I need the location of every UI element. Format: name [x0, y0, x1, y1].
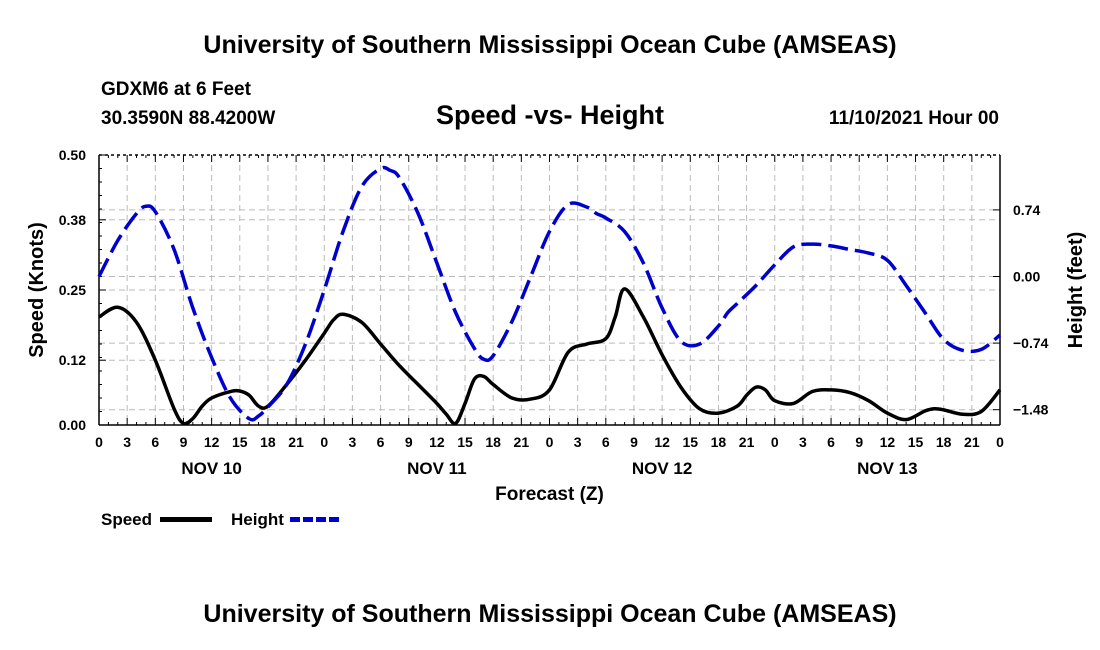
x-tick-label: 12: [204, 434, 220, 450]
y-tick-label-right: −0.74: [1013, 335, 1049, 351]
height-series-line: [97, 165, 1002, 422]
x-tick-label: 6: [827, 434, 835, 450]
y-tick-label-right: 0.00: [1013, 269, 1040, 285]
x-tick-label: 21: [964, 434, 980, 450]
x-tick-label: 21: [514, 434, 530, 450]
y-axis-title-right: Height (feet): [1065, 232, 1087, 349]
forecast-date: 11/10/2021 Hour 00: [828, 108, 999, 129]
x-tick-label: 15: [908, 434, 924, 450]
x-tick-label: 6: [602, 434, 610, 450]
x-tick-label: 0: [771, 434, 779, 450]
x-tick-label: 3: [574, 434, 582, 450]
speed-series-line: [98, 287, 1002, 426]
x-tick-label: 18: [260, 434, 276, 450]
x-tick-label: 3: [799, 434, 807, 450]
x-tick-label: 9: [630, 434, 638, 450]
legend-height-label: Height: [231, 510, 284, 529]
y-tick-label-right: 0.74: [1013, 202, 1040, 218]
x-axis-title: Forecast (Z): [495, 484, 604, 505]
station-name: GDXM6 at 6 Feet: [101, 79, 251, 100]
x-tick-label: 18: [711, 434, 727, 450]
x-tick-label: 15: [232, 434, 248, 450]
x-tick-label: 3: [349, 434, 357, 450]
y-tick-label-left: 0.00: [59, 417, 86, 433]
day-label: NOV 11: [407, 459, 467, 478]
y-axis-title-left: Speed (Knots): [26, 222, 48, 358]
y-tick-label-left: 0.25: [59, 282, 86, 298]
footer-title: University of Southern Mississippi Ocean…: [203, 600, 897, 628]
x-tick-label: 0: [996, 434, 1004, 450]
x-tick-label: 3: [123, 434, 131, 450]
day-label: NOV 10: [181, 459, 241, 478]
x-tick-label: 15: [682, 434, 698, 450]
legend-speed-label: Speed: [101, 510, 153, 529]
x-tick-label: 12: [880, 434, 896, 450]
y-tick-label-left: 0.12: [59, 352, 86, 368]
x-tick-label: 15: [457, 434, 473, 450]
x-tick-label: 6: [151, 434, 159, 450]
x-tick-label: 21: [288, 434, 304, 450]
x-tick-label: 9: [180, 434, 188, 450]
main-title: University of Southern Mississippi Ocean…: [203, 31, 897, 59]
chart-title: Speed -vs- Height: [435, 100, 665, 130]
x-tick-label: 21: [739, 434, 755, 450]
x-tick-label: 9: [405, 434, 413, 450]
x-tick-label: 6: [377, 434, 385, 450]
speed-height-chart: 0 3 6 9 12 15 18 21 0 3 6 9 12 15 18 21 0 3 6 9 12 15 18 21 0 3 6 9…: [26, 147, 1087, 505]
x-tick-label: 18: [485, 434, 501, 450]
x-tick-label: 9: [855, 434, 863, 450]
legend-speed-swatch: [160, 517, 212, 522]
x-tick-label: 12: [429, 434, 445, 450]
x-tick-label: 0: [95, 434, 103, 450]
station-location: 30.3590N 88.4200W: [101, 108, 276, 129]
day-label: NOV 12: [632, 459, 692, 478]
x-tick-label: 0: [546, 434, 554, 450]
legend-height-swatch: [290, 517, 342, 522]
day-label: NOV 13: [857, 459, 917, 478]
x-tick-label: 0: [320, 434, 328, 450]
x-tick-label: 12: [654, 434, 670, 450]
y-tick-label-right: −1.48: [1013, 402, 1049, 418]
y-tick-label-left: 0.50: [59, 147, 86, 163]
x-tick-label: 18: [936, 434, 952, 450]
y-tick-label-left: 0.38: [59, 212, 86, 228]
